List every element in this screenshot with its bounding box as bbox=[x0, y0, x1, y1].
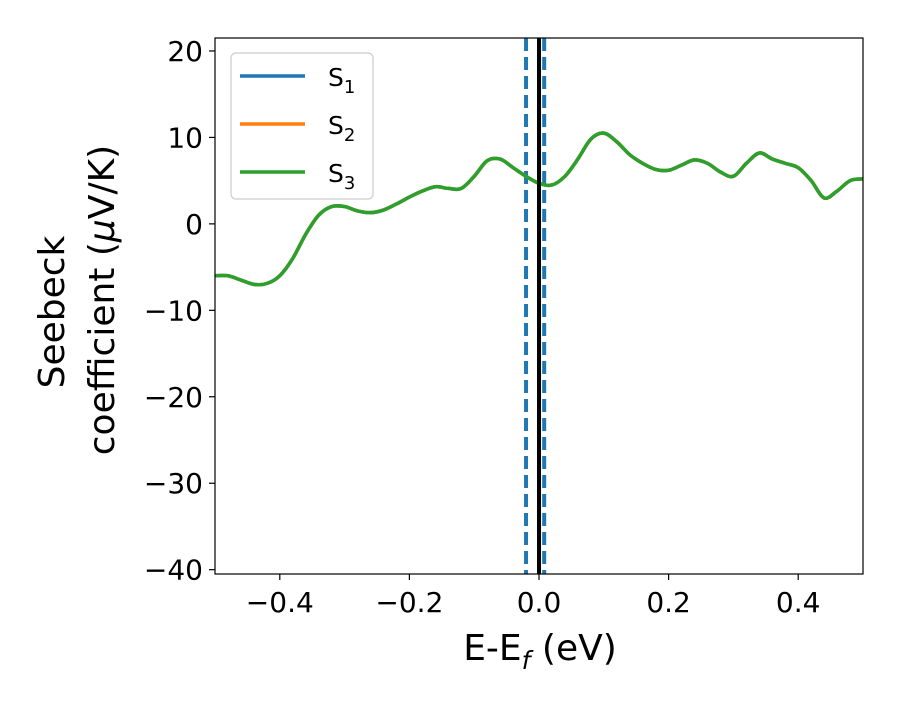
legend-label-s1: S1 bbox=[328, 63, 355, 98]
x-axis-label: E-Ef (eV) bbox=[463, 628, 617, 675]
x-tick-label: 0.0 bbox=[517, 586, 562, 619]
legend: S1 S2 S3 bbox=[230, 52, 374, 200]
x-tick-label: −0.4 bbox=[246, 586, 314, 619]
y-tick-label: 20 bbox=[167, 35, 203, 68]
x-tick-label: 0.4 bbox=[776, 586, 821, 619]
legend-label-s3: S3 bbox=[328, 159, 355, 194]
y-axis-label-line1: Seebeck bbox=[32, 235, 73, 388]
y-tick-label: 0 bbox=[185, 208, 203, 241]
x-axis-ticks: −0.4 −0.2 0.0 0.2 0.4 bbox=[246, 574, 821, 619]
y-axis-label-line2: coefficient (μV/K) bbox=[82, 145, 123, 455]
y-tick-label: −10 bbox=[144, 294, 203, 327]
y-tick-label: −20 bbox=[144, 381, 203, 414]
y-tick-label: 10 bbox=[167, 121, 203, 154]
x-tick-label: 0.2 bbox=[646, 586, 691, 619]
legend-entry-s1: S1 bbox=[240, 63, 355, 98]
y-tick-label: −40 bbox=[144, 554, 203, 587]
legend-box bbox=[230, 52, 374, 200]
legend-label-s2: S2 bbox=[328, 111, 355, 146]
legend-entry-s2: S2 bbox=[240, 111, 355, 146]
legend-entry-s3: S3 bbox=[240, 159, 355, 194]
y-tick-label: −30 bbox=[144, 467, 203, 500]
x-tick-label: −0.2 bbox=[375, 586, 443, 619]
y-axis-ticks: −40 −30 −20 −10 0 10 20 bbox=[144, 35, 215, 587]
